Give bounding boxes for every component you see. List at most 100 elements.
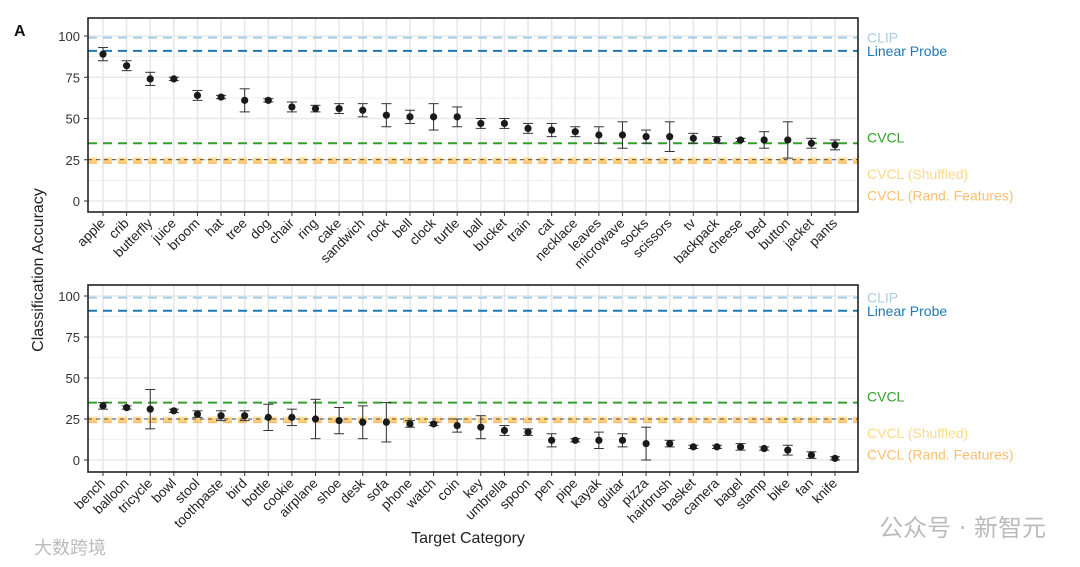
data-point-pipe — [571, 436, 579, 444]
y-tick-label: 0 — [73, 453, 80, 468]
data-point-fan — [807, 451, 815, 459]
data-point-hairbrush — [666, 440, 674, 448]
data-point-hat — [217, 93, 225, 101]
data-point-broom — [193, 91, 202, 99]
y-tick-label: 100 — [58, 29, 80, 44]
data-point-bell — [406, 113, 414, 121]
data-point-bird — [241, 412, 249, 420]
data-point-ring — [311, 105, 320, 113]
x-tick-label: pen — [530, 476, 557, 503]
data-point-tv — [689, 134, 697, 142]
data-point-tree — [241, 96, 249, 104]
y-tick-label: 25 — [66, 153, 80, 168]
reference-label: CVCL (Shuffled) — [867, 425, 968, 441]
data-point-guitar — [618, 436, 627, 444]
data-point-sofa — [382, 418, 390, 426]
data-point-leaves — [595, 131, 603, 139]
data-point-toothpaste — [217, 412, 225, 420]
data-point-cat — [548, 126, 556, 134]
reference-label: Linear Probe — [867, 43, 947, 59]
data-point-pen — [548, 436, 556, 444]
data-point-microwave — [618, 131, 627, 139]
data-point-bench — [99, 402, 107, 410]
data-point-tricycle — [146, 405, 154, 413]
data-point-cheese — [736, 136, 745, 144]
y-tick-label: 100 — [58, 289, 80, 304]
data-point-phone — [406, 420, 414, 428]
data-point-shoe — [335, 417, 343, 425]
data-point-basket — [689, 443, 697, 451]
panel-2: CVCL (Rand. Features) CVCL (Shuffled) CVCL… — [58, 284, 1014, 547]
x-tick-label: knife — [809, 476, 840, 507]
y-tick-label: 75 — [66, 70, 80, 85]
watermark-wechat: 公众号 · 新智元 — [879, 514, 1046, 542]
panel-label: A — [14, 23, 26, 40]
data-point-ball — [477, 119, 485, 128]
data-point-jacket — [807, 139, 815, 147]
data-point-butterfly — [146, 75, 154, 83]
x-tick-label: desk — [337, 475, 368, 506]
y-axis-title: Classification Accuracy — [30, 188, 47, 352]
x-tick-label: turtle — [430, 216, 462, 248]
data-point-apple — [99, 50, 107, 58]
data-point-umbrella — [500, 426, 509, 435]
data-point-socks — [642, 133, 650, 141]
data-point-knife — [831, 454, 839, 462]
x-tick-label: clock — [406, 215, 439, 248]
data-point-button — [784, 136, 792, 144]
y-tick-label: 75 — [66, 330, 80, 345]
x-tick-label: bike — [765, 476, 793, 504]
reference-label: CVCL — [867, 129, 905, 145]
x-tick-label: apple — [74, 216, 108, 250]
data-point-clock — [429, 113, 438, 121]
x-tick-label: rock — [363, 215, 392, 244]
data-point-airplane — [311, 415, 320, 423]
panel-1: CVCL (Rand. Features) CVCL (Shuffled) CVCL… — [58, 17, 1014, 272]
data-point-bowl — [170, 407, 178, 415]
data-point-cake — [335, 105, 343, 113]
data-point-spoon — [524, 428, 532, 436]
reference-label: CVCL (Rand. Features) — [867, 187, 1014, 203]
y-tick-label: 0 — [73, 194, 80, 209]
data-point-train — [524, 124, 532, 132]
data-point-rock — [382, 111, 390, 119]
y-tick-label: 25 — [66, 412, 80, 427]
data-point-bagel — [736, 443, 745, 451]
data-point-pants — [831, 141, 839, 149]
data-point-turtle — [453, 113, 461, 121]
x-tick-label: chair — [266, 215, 298, 247]
x-axis-title: Target Category — [411, 530, 525, 547]
reference-label: Linear Probe — [867, 303, 947, 319]
x-tick-label: train — [504, 216, 533, 245]
x-tick-label: shoe — [313, 476, 344, 507]
y-tick-label: 50 — [66, 371, 80, 386]
data-point-cookie — [288, 413, 296, 421]
reference-label: CVCL (Shuffled) — [867, 166, 968, 182]
data-point-bed — [760, 136, 768, 144]
data-point-coin — [453, 421, 461, 430]
data-point-key — [477, 423, 485, 431]
data-point-chair — [288, 103, 296, 111]
y-tick-label: 50 — [66, 112, 80, 127]
data-point-necklace — [571, 128, 579, 136]
data-point-dog — [264, 96, 272, 104]
x-tick-label: pants — [806, 215, 840, 249]
watermark-logo: 大数跨境 — [34, 538, 106, 559]
x-tick-label: coin — [434, 476, 462, 504]
data-point-scissors — [666, 133, 674, 141]
reference-label: CVCL — [867, 389, 905, 405]
data-point-desk — [359, 418, 367, 426]
reference-label: CLIP — [867, 290, 898, 306]
data-point-camera — [713, 443, 721, 451]
x-tick-label: hat — [202, 215, 226, 239]
data-point-sandwich — [359, 106, 367, 114]
reference-label: CVCL (Rand. Features) — [867, 447, 1014, 463]
x-tick-label: tree — [223, 216, 250, 243]
plot-frame — [87, 17, 859, 213]
x-tick-label: bowl — [149, 476, 179, 506]
data-point-stool — [193, 410, 202, 418]
data-point-pizza — [642, 440, 650, 448]
data-point-bucket — [500, 119, 509, 128]
